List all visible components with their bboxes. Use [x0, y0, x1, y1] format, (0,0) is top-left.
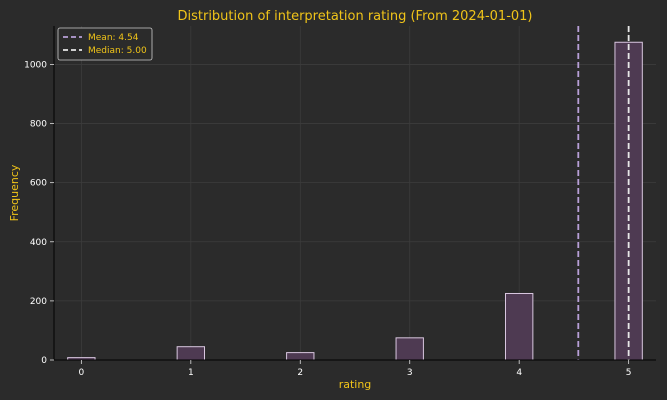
legend-label-mean: Mean: 4.54 [88, 33, 139, 43]
y-axis-title: Frequency [8, 164, 21, 221]
y-tick-label: 0 [41, 356, 47, 366]
x-tick-label: 1 [188, 368, 194, 378]
bar-rating-4 [505, 292, 534, 361]
legend-label-median: Median: 5.00 [88, 46, 147, 56]
bar-rating-3 [395, 337, 424, 361]
x-tick-label: 3 [407, 368, 413, 378]
x-tick-label: 2 [297, 368, 303, 378]
y-tick-label: 1000 [24, 60, 47, 70]
x-axis-title: rating [339, 378, 372, 391]
bar-rating-1 [176, 346, 206, 361]
axes-layer [53, 26, 656, 361]
legend-box [57, 27, 153, 61]
x-tick-label: 4 [516, 368, 522, 378]
y-tick-label: 800 [30, 120, 47, 130]
x-tick-label: 0 [78, 368, 84, 378]
ticks-layer: 0 1 2 3 4 5 0 200 400 600 800 1000 [24, 60, 631, 378]
y-tick-label: 600 [30, 179, 47, 189]
chart-title: Distribution of interpretation rating (F… [177, 9, 532, 24]
y-tick-label: 400 [30, 238, 47, 248]
bar-rating-2 [286, 352, 315, 361]
legend: Mean: 4.54 Median: 5.00 [57, 27, 153, 61]
x-tick-label: 5 [626, 368, 632, 378]
y-tick-label: 200 [30, 297, 47, 307]
reference-lines-layer [577, 26, 630, 360]
